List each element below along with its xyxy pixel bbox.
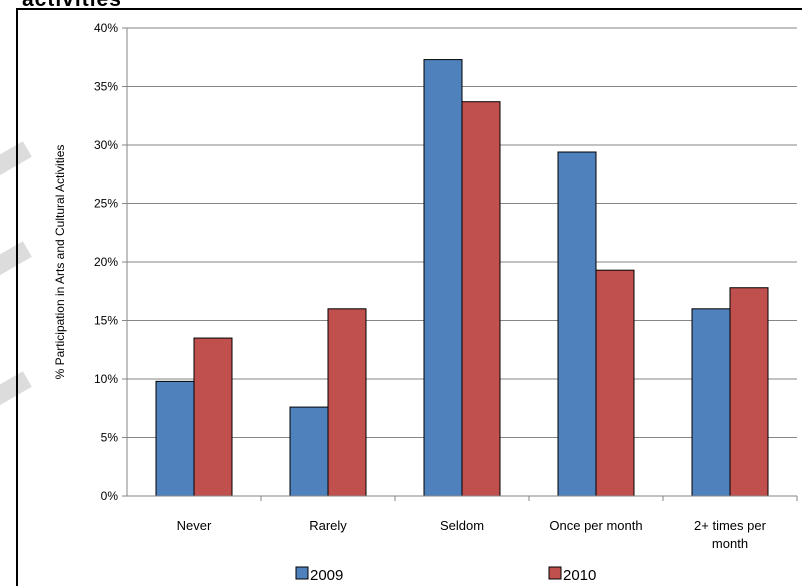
- bar-2010-2-times-per-month: [729, 287, 769, 497]
- y-tick-label: 30%: [94, 138, 118, 152]
- y-tick-label: 5%: [101, 431, 119, 445]
- legend-swatch-2009: [295, 566, 309, 580]
- bar-2010-never: [193, 337, 233, 497]
- bar-2010-once-per-month: [595, 269, 635, 497]
- x-category-label: Never: [177, 518, 212, 533]
- bar-2009-never: [155, 380, 195, 497]
- bar-2009-rarely: [289, 406, 329, 497]
- x-category-label: Rarely: [309, 518, 347, 533]
- y-tick-label: 0%: [101, 489, 119, 503]
- legend-label-2010: 2010: [563, 567, 596, 584]
- y-tick-labels: 0% 5% 10% 15% 20% 25% 30% 35% 40%: [94, 21, 118, 503]
- x-category-label: 2+ times per month: [694, 518, 767, 551]
- y-tick-label: 15%: [94, 314, 118, 328]
- legend-label-2009: 2009: [310, 567, 343, 584]
- chart-frame: [16, 8, 802, 586]
- legend: 2009 2010: [295, 566, 596, 584]
- y-axis-label: % Participation in Arts and Cultural Act…: [53, 145, 67, 380]
- legend-swatch-2010: [548, 566, 562, 580]
- chart-partial-title: activities: [22, 0, 122, 12]
- y-tick-label: 40%: [94, 21, 118, 35]
- bar-2010-rarely: [327, 308, 367, 497]
- bar-2009-2-times-per-month: [691, 308, 731, 497]
- axes: [122, 27, 798, 501]
- x-category-label: Once per month: [549, 518, 642, 533]
- y-tick-label: 35%: [94, 80, 118, 94]
- bar-2009-once-per-month: [557, 151, 597, 497]
- bar-2010-seldom: [461, 101, 501, 497]
- bars: [155, 59, 769, 497]
- y-tick-label: 25%: [94, 197, 118, 211]
- x-category-label: Seldom: [440, 518, 484, 533]
- y-tick-label: 10%: [94, 372, 118, 386]
- bar-2009-seldom: [423, 59, 463, 497]
- y-tick-label: 20%: [94, 255, 118, 269]
- x-category-labels: Never Rarely Seldom Once per month 2+ times …: [177, 518, 767, 551]
